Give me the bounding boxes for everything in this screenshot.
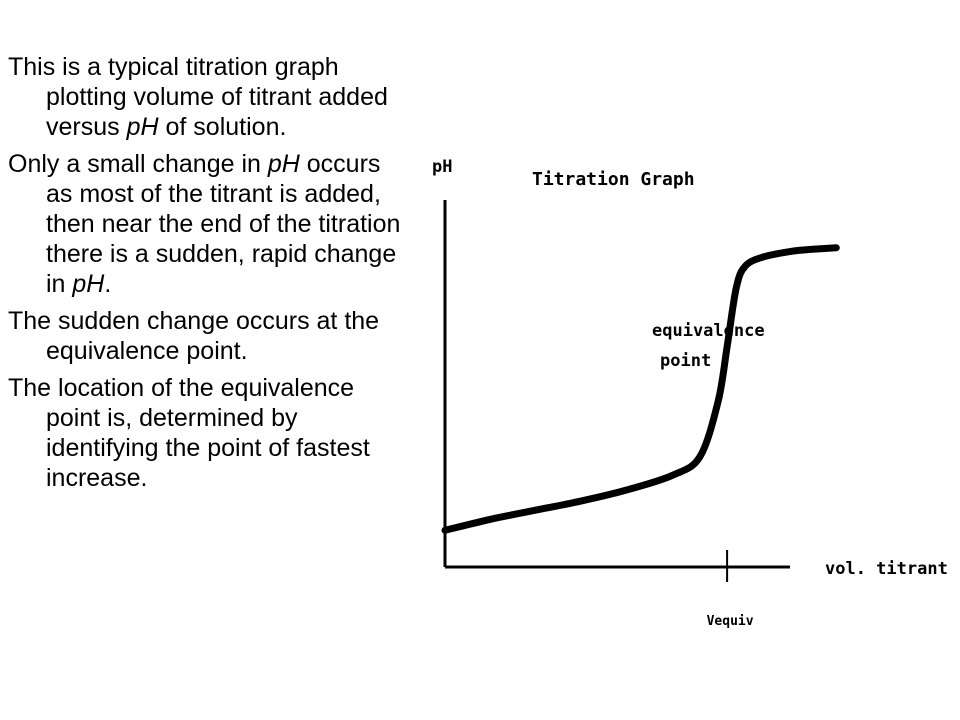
titration-curve: [441, 244, 840, 534]
x-axis-label: vol. titrant: [825, 559, 948, 579]
paragraph-sudden-change: The sudden change occurs at the equivale…: [8, 307, 380, 365]
titration-chart-svg: Titration Graph pH vol. titrant Vequiv e…: [432, 157, 948, 629]
y-axis-label: pH: [432, 157, 452, 177]
explanation-text: This is a typical titration graph plotti…: [8, 52, 408, 500]
paragraph-location: The location of the equivalence point is…: [8, 374, 370, 492]
annotation-point: point: [660, 351, 711, 371]
paragraph-small-change: Only a small change in pH occurs as most…: [8, 150, 401, 298]
chart-title: Titration Graph: [532, 169, 695, 190]
annotation-equivalence: equivalence: [652, 321, 765, 341]
titration-chart: Titration Graph pH vol. titrant Vequiv e…: [420, 140, 960, 640]
paragraph-typical-graph: This is a typical titration graph plotti…: [8, 53, 388, 141]
x-tick-label-vequiv: Vequiv: [707, 614, 754, 629]
